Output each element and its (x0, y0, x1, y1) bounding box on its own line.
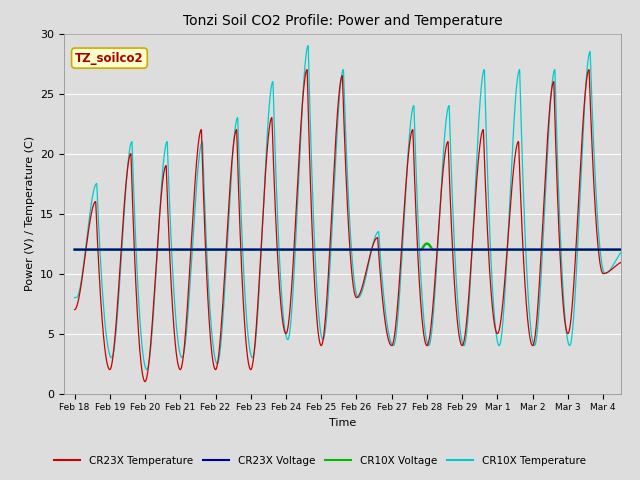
CR10X Temperature (573, 255, 581, 261)
CR10X Voltage (617, 247, 625, 252)
CR10X Voltage (330, 247, 338, 252)
CR23X Temperature (330, 160, 338, 166)
CR23X Temperature (305, 123, 312, 129)
CR10X Voltage (600, 247, 608, 252)
CR10X Voltage (423, 240, 431, 247)
CR10X Temperature (300, 72, 308, 78)
CR23X Voltage (600, 247, 608, 252)
CR10X Temperature (468, 255, 476, 261)
CR23X Temperature (71, 307, 79, 312)
CR23X Temperature (468, 252, 476, 258)
CR23X Voltage (305, 247, 312, 252)
CR10X Voltage (468, 247, 476, 252)
CR10X Voltage (300, 247, 308, 252)
Line: CR10X Voltage: CR10X Voltage (75, 243, 621, 250)
CR23X Voltage (330, 247, 338, 252)
CR10X Voltage (573, 247, 580, 252)
CR23X Voltage (468, 247, 476, 252)
Legend: CR23X Temperature, CR23X Voltage, CR10X Voltage, CR10X Temperature: CR23X Temperature, CR23X Voltage, CR10X … (50, 452, 590, 470)
Line: CR10X Temperature: CR10X Temperature (75, 46, 621, 370)
Text: TZ_soilco2: TZ_soilco2 (75, 51, 144, 65)
CR23X Voltage (71, 247, 79, 252)
CR10X Voltage (71, 247, 79, 252)
CR23X Temperature (141, 379, 149, 384)
CR10X Temperature (305, 61, 312, 67)
Title: Tonzi Soil CO2 Profile: Power and Temperature: Tonzi Soil CO2 Profile: Power and Temper… (182, 14, 502, 28)
CR23X Temperature (600, 271, 608, 276)
Y-axis label: Power (V) / Temperature (C): Power (V) / Temperature (C) (24, 136, 35, 291)
CR10X Temperature (617, 250, 625, 255)
Line: CR23X Temperature: CR23X Temperature (75, 70, 621, 382)
CR23X Voltage (573, 247, 580, 252)
CR23X Temperature (617, 260, 625, 265)
X-axis label: Time: Time (329, 418, 356, 428)
CR10X Temperature (330, 180, 338, 185)
CR23X Voltage (617, 247, 625, 252)
CR23X Temperature (573, 225, 581, 231)
CR23X Temperature (303, 67, 311, 72)
CR10X Temperature (600, 270, 608, 276)
CR23X Voltage (300, 247, 308, 252)
CR10X Temperature (143, 367, 150, 372)
CR10X Voltage (305, 247, 312, 252)
CR23X Temperature (300, 81, 308, 87)
CR10X Temperature (304, 43, 312, 48)
CR10X Temperature (71, 295, 79, 300)
